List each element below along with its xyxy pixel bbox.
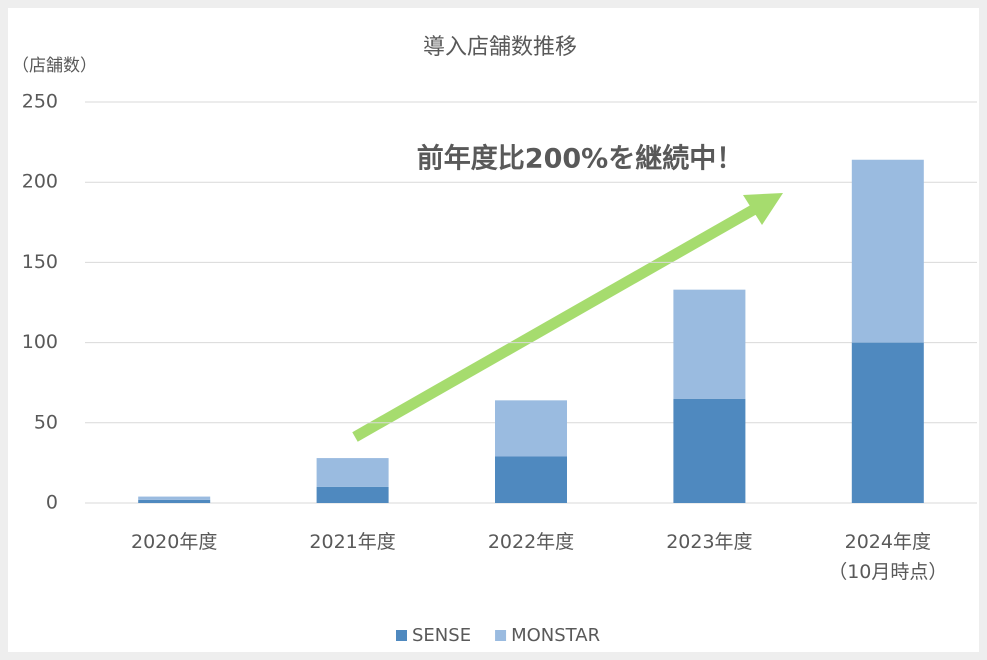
x-tick-label: 2020年度	[131, 531, 218, 553]
x-tick-label: 2022年度	[487, 531, 575, 553]
y-tick-label: 150	[22, 251, 58, 273]
y-tick-label: 100	[22, 331, 58, 353]
chart-title: 導入店舗数推移	[423, 35, 577, 60]
bar-segment	[673, 289, 746, 399]
legend-swatch	[495, 630, 507, 641]
bar-segment	[495, 400, 567, 457]
bar-segment	[316, 486, 389, 503]
chart-area	[8, 8, 979, 652]
trend-arrow	[352, 201, 763, 442]
y-tick-label: 250	[22, 91, 58, 113]
bar-segment	[138, 499, 211, 503]
bar-segment	[495, 456, 567, 503]
y-axis-label: （店舗数）	[12, 56, 97, 76]
y-tick-label: 200	[22, 171, 58, 193]
x-tick-label: 2024年度 （10月時点）	[828, 531, 948, 583]
y-tick-label: 50	[34, 411, 58, 433]
y-tick-label: 0	[46, 492, 58, 514]
annotation: 前年度比200%を継続中！	[417, 143, 743, 175]
bar-segment	[316, 458, 389, 487]
bar-segment	[138, 496, 211, 500]
x-tick-label: 2023年度	[666, 531, 753, 553]
trend-arrowhead	[743, 193, 783, 225]
legend-label: SENSE	[412, 625, 471, 646]
bar-segment	[851, 342, 924, 503]
legend-label: MONSTAR	[511, 625, 600, 646]
bar-segment	[851, 159, 924, 343]
bar-segment	[673, 398, 746, 503]
legend-swatch	[396, 630, 407, 641]
x-tick-label: 2021年度	[309, 531, 396, 553]
